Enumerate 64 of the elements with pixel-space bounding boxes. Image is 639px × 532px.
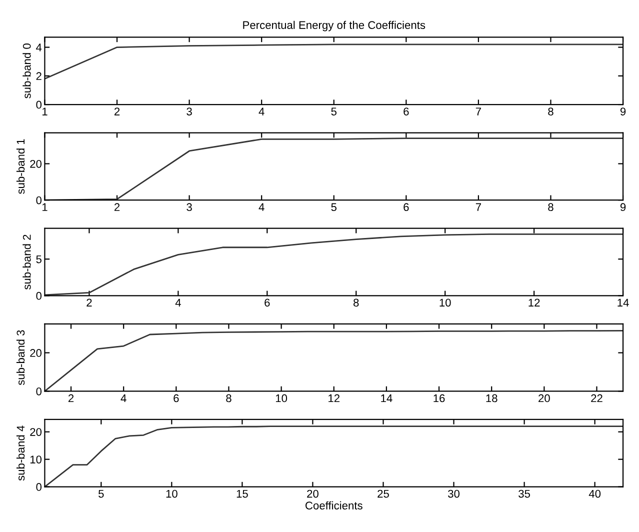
x-tick-label: 8 (354, 298, 359, 307)
x-tick-label: 25 (378, 490, 389, 498)
x-tick-label: 5 (98, 490, 104, 498)
y-tick-label: 0 (36, 196, 42, 204)
y-tick-label: 4 (36, 44, 42, 52)
y-axis-title: sub-band 3 (16, 330, 25, 386)
x-tick-label: 8 (548, 108, 554, 116)
y-tick-label: 0 (36, 100, 42, 109)
y-tick-label: 0 (36, 292, 42, 300)
x-tick-label: 1 (42, 108, 48, 116)
x-tick-label: 40 (588, 490, 601, 498)
x-tick-label: 1 (42, 203, 48, 211)
y-axis-title: sub-band 2 (22, 234, 31, 290)
x-tick-label: 5 (331, 108, 336, 116)
x-tick-label: 10 (276, 394, 288, 402)
x-tick-label: 7 (476, 108, 481, 116)
x-tick-label: 4 (175, 298, 181, 306)
x-tick-label: 3 (186, 203, 192, 212)
x-tick-label: 14 (381, 394, 392, 402)
y-axis-title: sub-band 4 (16, 426, 25, 481)
x-tick-label: 30 (448, 490, 460, 498)
x-tick-label: 2 (86, 298, 92, 306)
x-tick-label: 5 (331, 203, 336, 212)
y-tick-label: 5 (36, 255, 42, 264)
x-tick-label: 14 (618, 298, 629, 306)
x-tick-label: 6 (404, 203, 409, 212)
x-tick-label: 4 (120, 394, 126, 402)
y-tick-label: 20 (30, 349, 42, 357)
x-tick-label: 18 (486, 394, 498, 402)
y-tick-label: 0 (36, 387, 42, 396)
x-tick-label: 6 (174, 394, 179, 402)
x-axis-title: Coefficients (306, 501, 362, 510)
x-tick-label: 4 (258, 108, 264, 116)
x-tick-label: 20 (307, 490, 318, 498)
x-tick-label: 2 (68, 394, 74, 402)
y-tick-label: 2 (36, 72, 42, 80)
x-tick-label: 12 (328, 394, 340, 402)
chart-title: Percentual Energy of the Coefficients (243, 20, 426, 32)
x-tick-label: 4 (258, 203, 264, 211)
x-tick-label: 2 (114, 108, 120, 116)
y-tick-label: 20 (30, 160, 42, 168)
x-tick-label: 22 (591, 394, 602, 402)
x-tick-label: 15 (236, 490, 248, 498)
x-tick-label: 35 (518, 490, 530, 498)
y-tick-label: 20 (30, 428, 42, 436)
line-series (44, 44, 624, 80)
y-tick-label: 10 (30, 456, 42, 464)
x-tick-label: 3 (186, 108, 192, 116)
y-tick-label: 0 (36, 483, 42, 491)
x-tick-label: 8 (226, 394, 232, 402)
x-tick-label: 6 (404, 108, 409, 116)
x-tick-label: 10 (440, 298, 451, 307)
x-tick-label: 6 (264, 298, 270, 307)
x-tick-label: 9 (620, 203, 626, 212)
x-tick-label: 2 (114, 203, 120, 211)
x-tick-label: 8 (548, 203, 554, 212)
x-tick-label: 12 (528, 298, 540, 306)
x-tick-label: 16 (434, 394, 445, 402)
x-tick-label: 9 (620, 108, 626, 116)
x-tick-label: 20 (538, 394, 550, 402)
x-tick-label: 7 (476, 203, 481, 211)
y-axis-title: sub-band 1 (16, 139, 25, 194)
y-axis-title: sub-band 0 (22, 44, 31, 98)
x-tick-label: 10 (166, 490, 178, 498)
